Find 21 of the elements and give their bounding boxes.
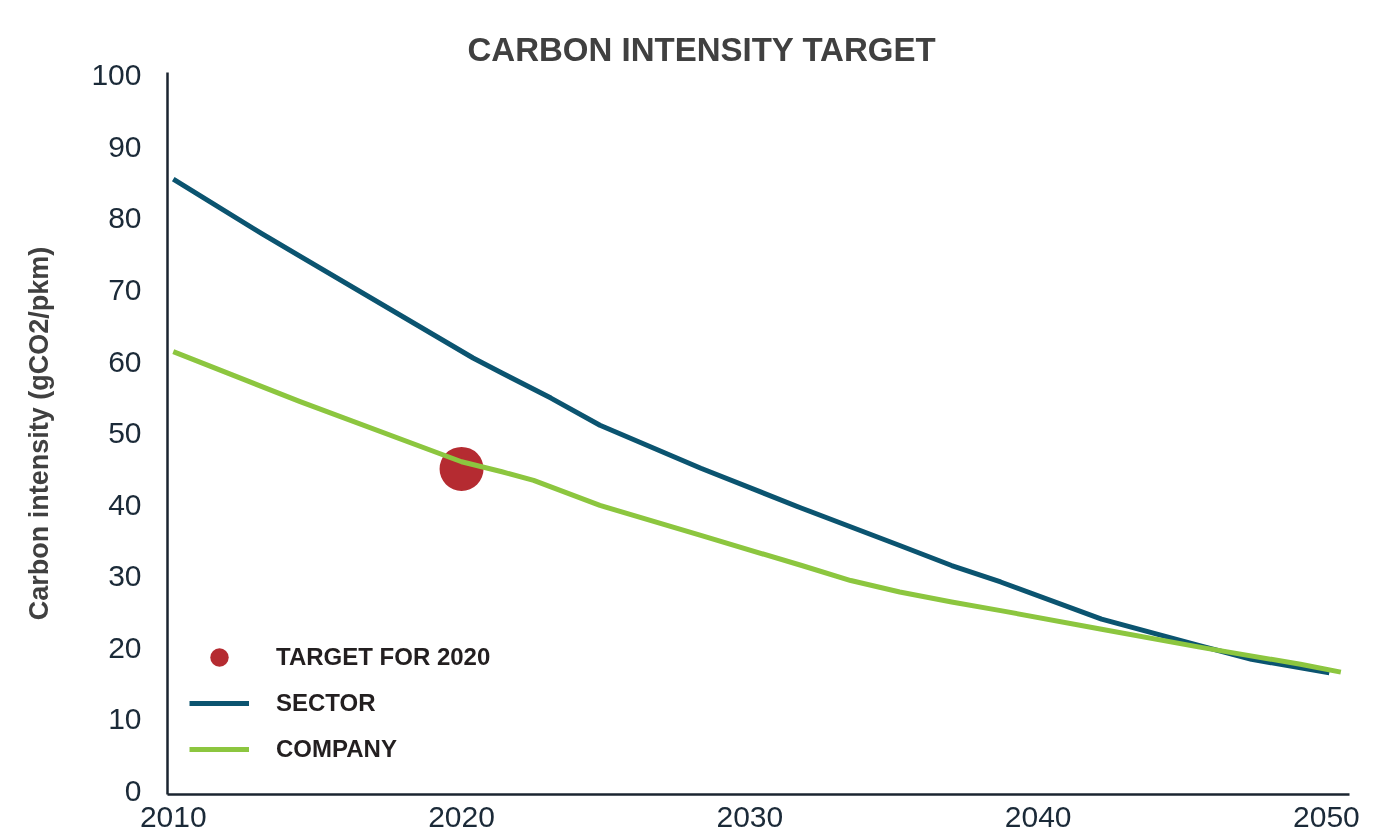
legend-label: SECTOR — [276, 689, 376, 717]
legend-label: TARGET FOR 2020 — [276, 643, 491, 671]
x-tick-label: 2030 — [716, 799, 784, 833]
y-tick-label: 10 — [108, 702, 142, 736]
legend-label: COMPANY — [276, 735, 397, 763]
x-tick-label: 2050 — [1293, 799, 1360, 833]
x-tick-label: 2010 — [139, 799, 207, 833]
y-tick-label: 0 — [124, 773, 142, 807]
y-tick-label: 40 — [108, 487, 142, 521]
y-tick-label: 80 — [108, 201, 142, 235]
y-tick-label: 100 — [91, 58, 142, 92]
y-tick-label: 20 — [108, 630, 142, 664]
y-axis-title: Carbon intensity (gCO2/pkm) — [24, 246, 55, 621]
x-tick-label: 2040 — [1004, 799, 1072, 833]
y-tick-label: 70 — [108, 273, 142, 307]
y-tick-label: 60 — [108, 344, 142, 378]
y-tick-label: 90 — [108, 129, 142, 163]
y-tick-label: 50 — [108, 416, 142, 450]
chart-title: CARBON INTENSITY TARGET — [467, 30, 936, 68]
x-tick-label: 2020 — [428, 799, 495, 833]
y-tick-label: 30 — [108, 559, 142, 593]
